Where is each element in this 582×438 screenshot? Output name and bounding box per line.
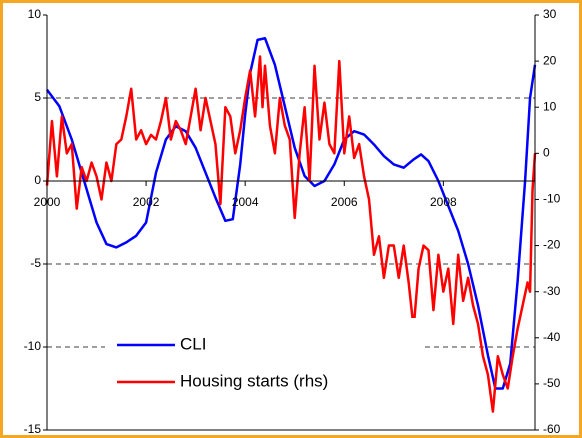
y2-tick-label: -10 xyxy=(543,192,561,206)
y2-tick-label: 20 xyxy=(543,53,557,67)
x-tick-label: 2006 xyxy=(331,195,358,209)
y2-tick-label: -30 xyxy=(543,284,561,298)
legend: CLI Housing starts (rhs) xyxy=(105,318,425,413)
y-tick-label: -15 xyxy=(24,422,42,436)
y2-tick-label: -20 xyxy=(543,238,561,252)
y2-tick-label: -40 xyxy=(543,330,561,344)
y-tick-label: 10 xyxy=(28,7,42,21)
y2-tick-label: 30 xyxy=(543,7,557,21)
legend-box xyxy=(105,318,425,413)
y2-tick-label: -50 xyxy=(543,376,561,390)
y2-tick-label: 0 xyxy=(543,146,550,160)
y-tick-label: 0 xyxy=(34,173,41,187)
legend-label: CLI xyxy=(180,334,206,353)
y2-tick-label: -60 xyxy=(543,422,561,436)
y-tick-label: -5 xyxy=(30,256,41,270)
legend-label: Housing starts (rhs) xyxy=(180,371,328,390)
y-tick-label: -10 xyxy=(24,339,42,353)
series-line xyxy=(45,55,537,413)
y2-tick-label: 10 xyxy=(543,99,557,113)
x-tick-label: 2004 xyxy=(232,195,259,209)
y-tick-label: 5 xyxy=(34,90,41,104)
x-tick-label: 2002 xyxy=(133,195,160,209)
axes: -15-10-50510-60-50-40-30-20-100102030200… xyxy=(24,7,561,436)
x-tick-label: 2008 xyxy=(430,195,457,209)
plot-lines xyxy=(45,36,537,413)
